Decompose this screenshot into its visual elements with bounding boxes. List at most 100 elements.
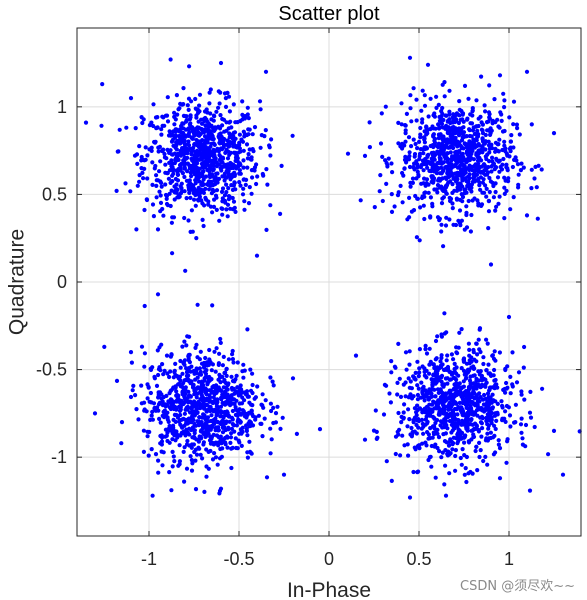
scatter-point — [203, 374, 208, 380]
scatter-point — [469, 437, 474, 442]
scatter-point — [472, 131, 477, 137]
scatter-point — [176, 151, 181, 156]
scatter-point — [234, 398, 239, 403]
scatter-point — [209, 123, 214, 128]
scatter-point — [492, 97, 497, 102]
scatter-point — [482, 407, 487, 412]
scatter-point — [446, 443, 452, 448]
scatter-point — [148, 417, 153, 422]
scatter-point — [211, 136, 216, 142]
scatter-point — [515, 162, 521, 167]
scatter-point — [441, 151, 446, 156]
scatter-point — [150, 202, 156, 207]
scatter-point — [227, 120, 232, 125]
scatter-point — [119, 441, 124, 446]
scatter-point — [174, 143, 179, 148]
scatter-point — [493, 208, 498, 213]
scatter-point — [220, 123, 225, 128]
scatter-point — [484, 120, 490, 125]
scatter-point — [406, 453, 411, 458]
scatter-point — [468, 374, 473, 379]
scatter-point — [407, 150, 412, 155]
scatter-point — [501, 156, 506, 162]
scatter-point — [230, 187, 235, 192]
scatter-point — [182, 174, 187, 180]
scatter-point — [224, 190, 229, 195]
scatter-point — [486, 198, 491, 203]
scatter-point — [228, 162, 233, 167]
scatter-point — [378, 173, 383, 178]
scatter-point — [148, 390, 153, 396]
scatter-point — [464, 204, 469, 209]
scatter-point — [136, 417, 141, 422]
scatter-point — [220, 206, 225, 211]
scatter-point — [184, 119, 189, 124]
scatter-point — [380, 198, 385, 204]
scatter-point — [418, 135, 423, 140]
scatter-point — [486, 143, 492, 148]
scatter-point — [492, 386, 497, 391]
scatter-point — [429, 391, 434, 396]
scatter-point — [248, 388, 254, 393]
scatter-point — [500, 403, 505, 408]
scatter-point — [205, 167, 210, 173]
scatter-point — [218, 90, 223, 95]
scatter-point — [509, 133, 514, 138]
scatter-point — [245, 327, 250, 332]
scatter-point — [204, 368, 209, 373]
scatter-point — [437, 449, 442, 454]
scatter-point — [464, 454, 469, 460]
scatter-point — [458, 405, 463, 410]
scatter-point — [175, 435, 180, 440]
scatter-point — [474, 408, 480, 413]
scatter-point — [492, 423, 497, 428]
scatter-point — [171, 215, 177, 220]
scatter-point — [242, 134, 247, 139]
scatter-point — [440, 105, 445, 111]
scatter-point — [156, 395, 161, 400]
scatter-point — [494, 418, 499, 423]
scatter-point — [174, 168, 179, 173]
scatter-point — [464, 160, 469, 165]
scatter-point — [119, 420, 125, 425]
scatter-point — [479, 434, 484, 439]
scatter-point — [473, 421, 478, 426]
scatter-point — [454, 401, 459, 406]
scatter-point — [560, 472, 566, 477]
scatter-point — [220, 363, 225, 368]
scatter-point — [453, 222, 459, 228]
scatter-point — [182, 400, 187, 405]
scatter-point — [142, 364, 147, 369]
scatter-point — [426, 395, 431, 400]
scatter-point — [389, 209, 395, 214]
scatter-point — [469, 147, 474, 152]
scatter-point — [546, 452, 551, 457]
scatter-point — [407, 164, 413, 170]
scatter-point — [483, 454, 488, 459]
scatter-point — [511, 99, 517, 104]
scatter-point — [467, 417, 472, 422]
scatter-point — [169, 188, 174, 193]
scatter-point — [223, 442, 228, 447]
scatter-points — [83, 55, 582, 500]
scatter-point — [439, 222, 444, 227]
scatter-point — [145, 434, 150, 439]
scatter-point — [496, 438, 501, 443]
scatter-point — [466, 198, 471, 204]
scatter-point — [472, 163, 477, 168]
scatter-point — [441, 408, 446, 414]
scatter-point — [450, 447, 455, 452]
scatter-point — [432, 114, 437, 119]
scatter-point — [159, 127, 164, 132]
scatter-point — [163, 434, 168, 439]
scatter-point — [186, 132, 191, 138]
scatter-point — [271, 383, 276, 388]
scatter-point — [245, 433, 250, 438]
scatter-point — [172, 110, 177, 115]
scatter-point — [154, 195, 159, 200]
scatter-point — [408, 106, 413, 111]
scatter-point — [140, 120, 145, 126]
scatter-point — [514, 380, 520, 385]
scatter-point — [134, 227, 139, 232]
